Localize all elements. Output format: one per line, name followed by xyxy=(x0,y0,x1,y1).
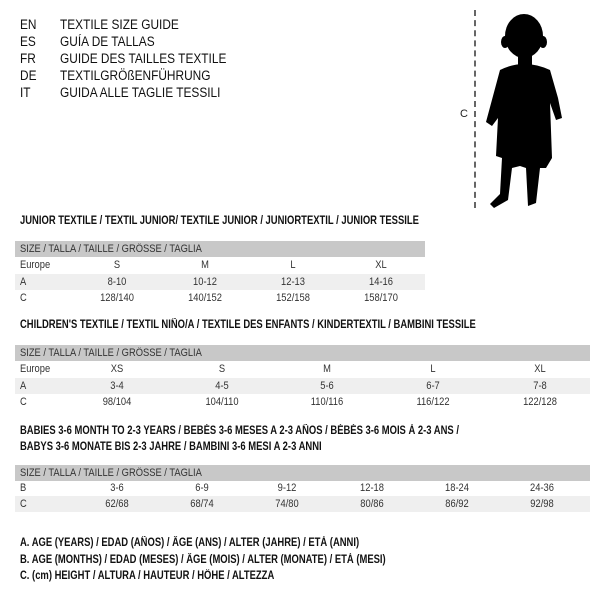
language-code: EN xyxy=(20,17,37,32)
table-cell: 24-36 xyxy=(530,482,554,494)
table-cell: XL xyxy=(534,363,546,375)
table-title: BABIES 3-6 MONTH TO 2-3 YEARS / BEBÉS 3-… xyxy=(20,425,459,437)
table-cell: 14-16 xyxy=(369,276,393,288)
table-title: CHILDREN'S TEXTILE / TEXTIL NIÑO/A / TEX… xyxy=(20,319,476,331)
table-cell: 104/110 xyxy=(205,396,239,408)
table-row: C 128/140 140/152 152/158 158/170 xyxy=(15,290,425,306)
table-cell: XL xyxy=(375,259,387,271)
table-header: SIZE / TALLA / TAILLE / GRÖSSE / TAGLIA xyxy=(15,465,590,481)
table-cell: 92/98 xyxy=(530,498,554,510)
height-measure-line xyxy=(474,10,476,208)
row-label: Europe xyxy=(20,363,51,375)
table-cell: 12-13 xyxy=(281,276,305,288)
table-row: A 8-10 10-12 12-13 14-16 xyxy=(15,274,425,290)
table-cell: 128/140 xyxy=(100,292,134,304)
table-row: C 62/68 68/74 74/80 80/86 86/92 92/98 xyxy=(15,496,590,512)
table-header: SIZE / TALLA / TAILLE / GRÖSSE / TAGLIA xyxy=(15,241,425,257)
table-cell: 74/80 xyxy=(275,498,299,510)
table-cell: L xyxy=(430,363,436,375)
table-cell: L xyxy=(290,259,296,271)
table-row: Europe XS S M L XL xyxy=(15,361,590,377)
table-cell: 116/122 xyxy=(416,396,450,408)
guide-title: TEXTILGRÖßENFÜHRUNG xyxy=(60,68,211,83)
table-row: A 3-4 4-5 5-6 6-7 7-8 xyxy=(15,378,590,394)
legend-item: C. (cm) HEIGHT / ALTURA / HAUTEUR / HÖHE… xyxy=(20,570,275,582)
table-cell: 68/74 xyxy=(190,498,214,510)
table-cell: 18-24 xyxy=(445,482,469,494)
table-cell: 140/152 xyxy=(188,292,222,304)
table-cell: 110/116 xyxy=(310,396,344,408)
row-label: C xyxy=(20,396,27,408)
table-row: Europe S M L XL xyxy=(15,257,425,273)
guide-title: GUÍA DE TALLAS xyxy=(60,34,155,49)
table-cell: 6-7 xyxy=(426,380,440,392)
table-cell: M xyxy=(323,363,331,375)
language-code: ES xyxy=(20,34,36,49)
guide-title: TEXTILE SIZE GUIDE xyxy=(60,17,179,32)
language-code: IT xyxy=(20,85,31,100)
table-cell: M xyxy=(201,259,209,271)
table-header-label: SIZE / TALLA / TAILLE / GRÖSSE / TAGLIA xyxy=(20,347,202,359)
table-cell: 12-18 xyxy=(360,482,384,494)
language-code: FR xyxy=(20,51,36,66)
table-title: JUNIOR TEXTILE / TEXTIL JUNIOR/ TEXTILE … xyxy=(20,215,419,227)
table-cell: S xyxy=(113,259,121,271)
row-label: Europe xyxy=(20,259,51,271)
height-measure-label: C xyxy=(460,108,468,120)
guide-title: GUIDE DES TAILLES TEXTILE xyxy=(60,51,227,66)
table-row: B 3-6 6-9 9-12 12-18 18-24 24-36 xyxy=(15,480,590,496)
legend-item: B. AGE (MONTHS) / EDAD (MESES) / ÂGE (MO… xyxy=(20,553,386,566)
table-cell: 4-5 xyxy=(215,380,229,392)
table-header-label: SIZE / TALLA / TAILLE / GRÖSSE / TAGLIA xyxy=(20,243,202,255)
table-cell: 5-6 xyxy=(320,380,334,392)
table-cell: XS xyxy=(110,363,124,375)
table-header-label: SIZE / TALLA / TAILLE / GRÖSSE / TAGLIA xyxy=(20,467,202,479)
table-cell: 7-8 xyxy=(533,380,547,392)
table-cell: 10-12 xyxy=(193,276,217,288)
row-label: C xyxy=(20,292,27,304)
table-cell: S xyxy=(218,363,226,375)
table-cell: 80/86 xyxy=(360,498,384,510)
table-cell: 152/158 xyxy=(276,292,310,304)
row-label: A xyxy=(20,380,27,392)
table-cell: 9-12 xyxy=(277,482,297,494)
table-cell: 122/128 xyxy=(523,396,557,408)
table-cell: 8-10 xyxy=(107,276,127,288)
row-label: C xyxy=(20,498,27,510)
table-cell: 158/170 xyxy=(364,292,398,304)
table-cell: 86/92 xyxy=(445,498,469,510)
table-cell: 98/104 xyxy=(102,396,132,408)
row-label: A xyxy=(20,276,27,288)
table-cell: 3-6 xyxy=(110,482,124,494)
child-silhouette-icon xyxy=(486,14,562,208)
language-code: DE xyxy=(20,68,37,83)
table-cell: 62/68 xyxy=(105,498,129,510)
guide-title: GUIDA ALLE TAGLIE TESSILI xyxy=(60,85,221,100)
row-label: B xyxy=(20,482,27,494)
legend-item: A. AGE (YEARS) / EDAD (AÑOS) / ÂGE (ANS)… xyxy=(20,537,360,549)
table-title-line2: BABYS 3-6 MONATE BIS 2-3 JAHRE / BAMBINI… xyxy=(20,441,322,453)
table-row: C 98/104 104/110 110/116 116/122 122/128 xyxy=(15,394,590,410)
table-cell: 6-9 xyxy=(195,482,209,494)
table-cell: 3-4 xyxy=(110,380,124,392)
table-header: SIZE / TALLA / TAILLE / GRÖSSE / TAGLIA xyxy=(15,345,590,361)
